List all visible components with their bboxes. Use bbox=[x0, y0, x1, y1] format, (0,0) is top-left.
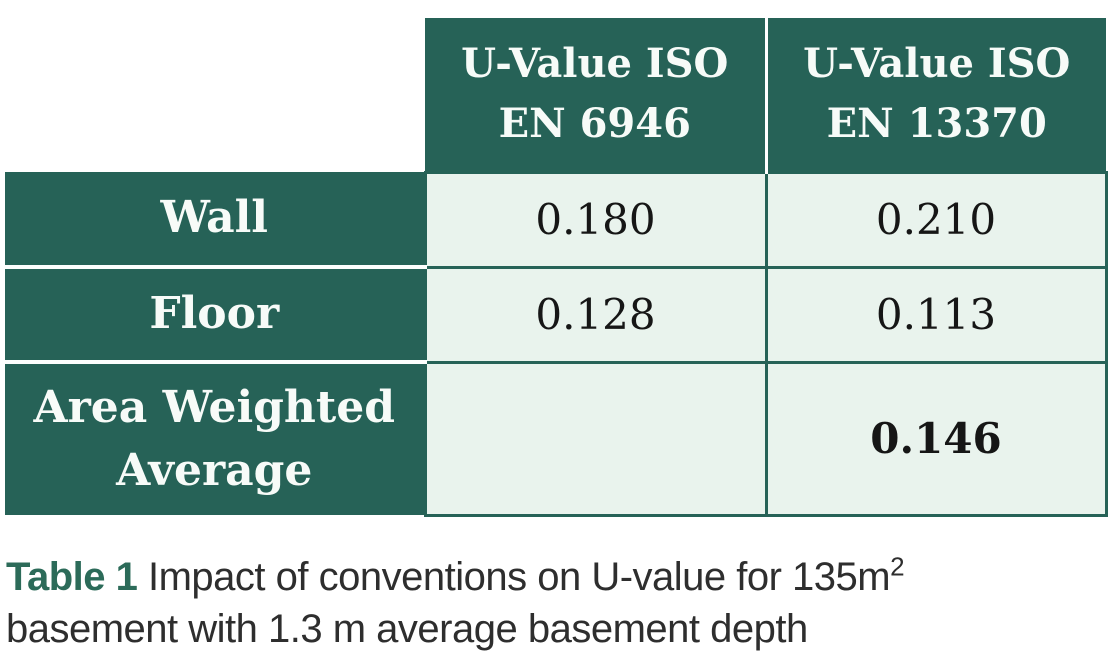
cell-floor-en13370: 0.113 bbox=[764, 265, 1108, 364]
cell-awa-en6946 bbox=[423, 360, 768, 517]
col-header-iso-en-6946: U-Value ISO EN 6946 bbox=[425, 18, 766, 172]
caption-label: Table 1 bbox=[6, 555, 138, 599]
header-row: U-Value ISO EN 6946 U-Value ISO EN 13370 bbox=[5, 18, 1106, 172]
cell-wall-en6946: 0.180 bbox=[423, 170, 768, 269]
row-label-floor: Floor bbox=[5, 265, 425, 362]
row-label-area-weighted-average: Area Weighted Average bbox=[5, 360, 425, 515]
cell-awa-en13370: 0.146 bbox=[764, 360, 1108, 517]
table-row-wall: Wall 0.180 0.210 bbox=[5, 170, 1108, 269]
row-label-wall: Wall bbox=[5, 172, 425, 267]
col-header-iso-en-13370: U-Value ISO EN 13370 bbox=[764, 18, 1106, 172]
u-value-table: U-Value ISO EN 6946 U-Value ISO EN 13370… bbox=[5, 18, 1108, 517]
table-row-area-weighted-average: Area Weighted Average 0.146 bbox=[5, 360, 1108, 517]
cell-wall-en13370: 0.210 bbox=[764, 170, 1108, 269]
cell-floor-en6946: 0.128 bbox=[423, 265, 768, 364]
caption-text-line2: basement with 1.3 m average basement dep… bbox=[6, 607, 808, 651]
caption-superscript: 2 bbox=[890, 551, 905, 582]
table-row-floor: Floor 0.128 0.113 bbox=[5, 265, 1108, 364]
table-caption: Table 1 Impact of conventions on U-value… bbox=[6, 551, 1116, 655]
corner-cell bbox=[5, 18, 425, 172]
caption-text-line1: Impact of conventions on U-value for 135… bbox=[148, 555, 891, 599]
